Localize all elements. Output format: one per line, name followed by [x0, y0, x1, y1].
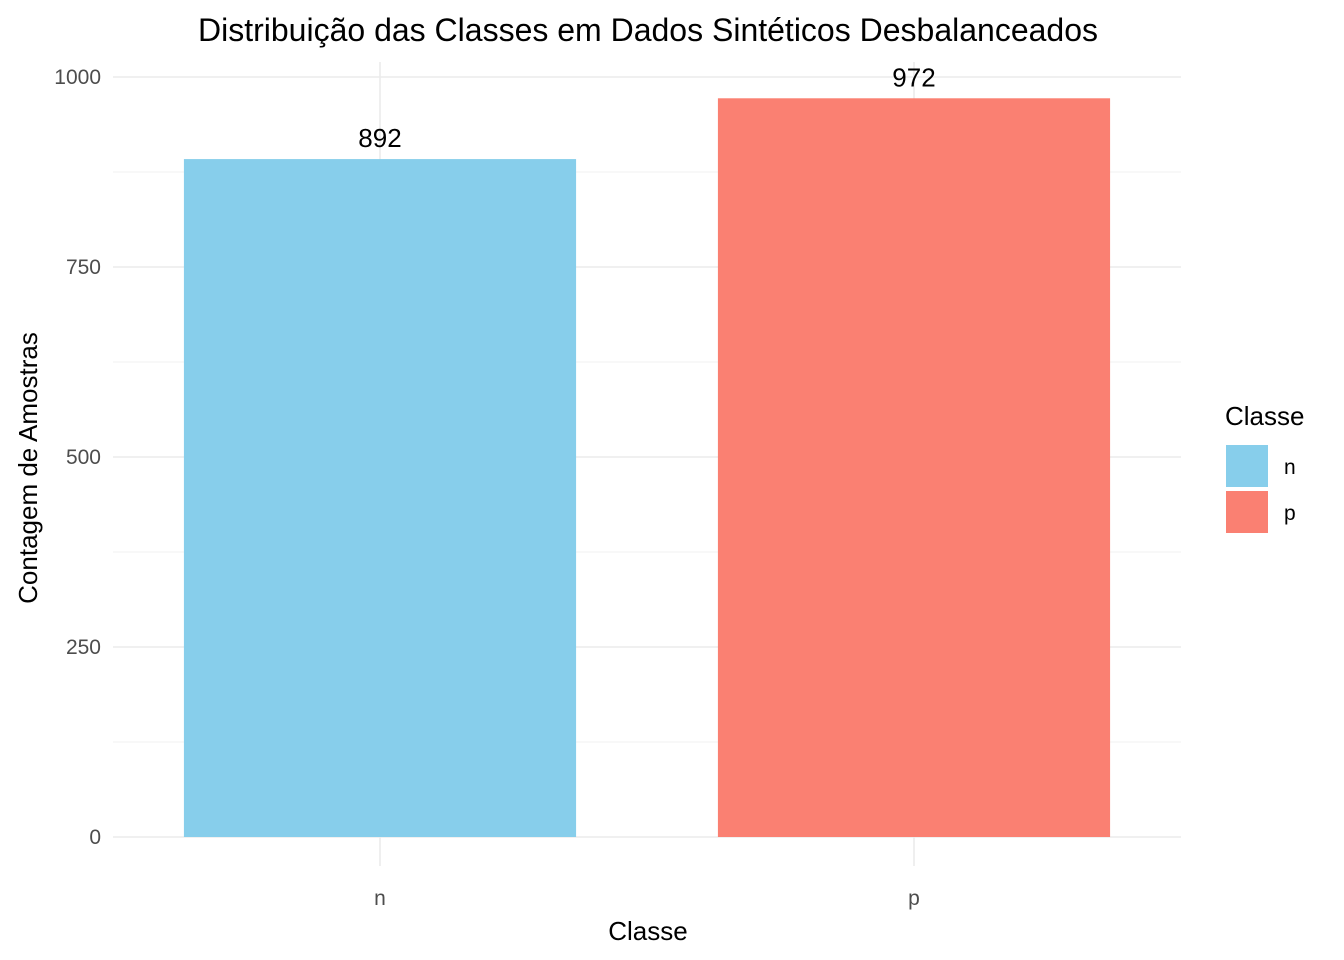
y-axis-ticks: 0 250 500 750 1000 [54, 66, 101, 849]
legend-label-p: p [1284, 502, 1296, 525]
y-tick-label: 750 [66, 256, 101, 279]
y-tick-label: 500 [66, 446, 101, 469]
legend-label-n: n [1284, 456, 1296, 479]
data-label-n: 892 [358, 123, 401, 153]
chart-title: Distribuição das Classes em Dados Sintét… [198, 12, 1098, 48]
legend: Classe np [1225, 401, 1304, 533]
bar-n [183, 159, 577, 837]
data-label-p: 972 [892, 62, 935, 92]
y-tick-label: 0 [89, 826, 101, 849]
legend-entries: np [1226, 445, 1296, 533]
x-tick-label-n: n [374, 887, 386, 910]
legend-key-n [1226, 445, 1268, 487]
x-axis-title: Classe [608, 916, 687, 946]
bars [183, 98, 1111, 837]
y-tick-label: 250 [66, 636, 101, 659]
legend-title: Classe [1225, 401, 1304, 431]
legend-key-p [1226, 491, 1268, 533]
bar-p [717, 98, 1111, 837]
x-tick-label-p: p [908, 887, 920, 910]
y-axis-title: Contagem de Amostras [13, 332, 43, 604]
y-tick-label: 1000 [54, 66, 101, 89]
data-labels: 892 972 [358, 62, 935, 153]
